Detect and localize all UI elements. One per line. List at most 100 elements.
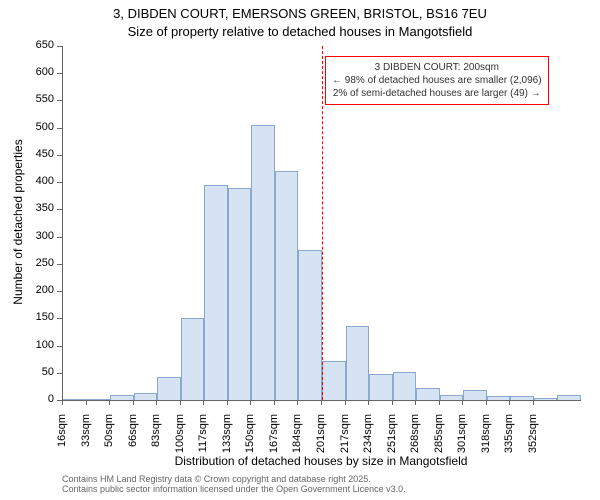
- y-tick-mark: [57, 100, 62, 101]
- x-tick-mark: [227, 400, 228, 405]
- y-tick-label: 350: [14, 202, 54, 214]
- histogram-bar: [510, 396, 534, 400]
- x-tick-label: 133sqm: [221, 414, 233, 474]
- x-tick-mark: [250, 400, 251, 405]
- chart-container: 3, DIBDEN COURT, EMERSONS GREEN, BRISTOL…: [0, 0, 600, 500]
- histogram-bar: [87, 399, 111, 400]
- x-tick-label: 33sqm: [80, 414, 92, 474]
- y-tick-label: 0: [14, 393, 54, 405]
- y-tick-mark: [57, 346, 62, 347]
- y-tick-label: 600: [14, 66, 54, 78]
- histogram-bar: [134, 393, 158, 400]
- x-tick-mark: [533, 400, 534, 405]
- annotation-line1: 3 DIBDEN COURT: 200sqm: [332, 61, 542, 74]
- x-tick-label: 335sqm: [503, 414, 515, 474]
- x-tick-mark: [180, 400, 181, 405]
- x-tick-label: 150sqm: [244, 414, 256, 474]
- reference-line: [322, 46, 323, 400]
- annotation-line2: ← 98% of detached houses are smaller (2,…: [332, 74, 542, 87]
- y-tick-label: 250: [14, 257, 54, 269]
- y-tick-mark: [57, 318, 62, 319]
- x-tick-label: 184sqm: [291, 414, 303, 474]
- x-tick-label: 352sqm: [527, 414, 539, 474]
- footer: Contains HM Land Registry data © Crown c…: [62, 474, 580, 494]
- histogram-bar: [346, 326, 370, 400]
- y-tick-label: 650: [14, 39, 54, 51]
- x-tick-label: 301sqm: [456, 414, 468, 474]
- annotation-line3: 2% of semi-detached houses are larger (4…: [332, 87, 542, 100]
- y-tick-mark: [57, 291, 62, 292]
- y-tick-label: 150: [14, 311, 54, 323]
- y-tick-mark: [57, 46, 62, 47]
- chart-title-line1: 3, DIBDEN COURT, EMERSONS GREEN, BRISTOL…: [0, 6, 600, 21]
- histogram-bar: [298, 250, 322, 400]
- x-tick-label: 251sqm: [386, 414, 398, 474]
- y-tick-mark: [57, 209, 62, 210]
- x-tick-mark: [462, 400, 463, 405]
- histogram-bar: [557, 395, 581, 400]
- y-tick-label: 100: [14, 339, 54, 351]
- x-tick-mark: [274, 400, 275, 405]
- y-tick-label: 300: [14, 230, 54, 242]
- x-tick-mark: [109, 400, 110, 405]
- footer-line2: Contains public sector information licen…: [62, 484, 580, 494]
- histogram-bar: [204, 185, 228, 400]
- y-tick-label: 450: [14, 148, 54, 160]
- x-tick-label: 50sqm: [103, 414, 115, 474]
- x-tick-label: 167sqm: [268, 414, 280, 474]
- x-tick-label: 217sqm: [339, 414, 351, 474]
- x-tick-mark: [133, 400, 134, 405]
- y-tick-mark: [57, 373, 62, 374]
- histogram-bar: [487, 396, 511, 400]
- x-tick-mark: [297, 400, 298, 405]
- y-tick-mark: [57, 182, 62, 183]
- histogram-bar: [322, 361, 346, 400]
- histogram-bar: [416, 388, 440, 400]
- x-tick-label: 117sqm: [197, 414, 209, 474]
- x-tick-mark: [509, 400, 510, 405]
- x-tick-mark: [62, 400, 63, 405]
- x-tick-label: 16sqm: [56, 414, 68, 474]
- histogram-bar: [181, 318, 205, 400]
- x-tick-label: 201sqm: [315, 414, 327, 474]
- chart-title-line2: Size of property relative to detached ho…: [0, 24, 600, 39]
- x-tick-label: 234sqm: [362, 414, 374, 474]
- y-tick-label: 200: [14, 284, 54, 296]
- x-tick-mark: [392, 400, 393, 405]
- histogram-bar: [440, 395, 464, 400]
- footer-line1: Contains HM Land Registry data © Crown c…: [62, 474, 580, 484]
- histogram-bar: [534, 398, 558, 400]
- x-tick-mark: [368, 400, 369, 405]
- y-tick-mark: [57, 73, 62, 74]
- y-tick-label: 400: [14, 175, 54, 187]
- x-tick-mark: [439, 400, 440, 405]
- x-tick-mark: [345, 400, 346, 405]
- histogram-bar: [369, 374, 393, 400]
- y-tick-mark: [57, 264, 62, 265]
- x-tick-label: 268sqm: [409, 414, 421, 474]
- y-tick-mark: [57, 155, 62, 156]
- y-tick-label: 500: [14, 121, 54, 133]
- annotation-box: 3 DIBDEN COURT: 200sqm ← 98% of detached…: [325, 56, 549, 105]
- histogram-bar: [63, 399, 87, 400]
- y-tick-mark: [57, 237, 62, 238]
- x-tick-mark: [156, 400, 157, 405]
- x-tick-mark: [203, 400, 204, 405]
- histogram-bar: [251, 125, 275, 400]
- histogram-bar: [228, 188, 252, 400]
- x-tick-label: 318sqm: [480, 414, 492, 474]
- x-tick-mark: [486, 400, 487, 405]
- histogram-bar: [463, 390, 487, 400]
- x-tick-mark: [415, 400, 416, 405]
- x-tick-mark: [86, 400, 87, 405]
- y-tick-label: 50: [14, 366, 54, 378]
- x-tick-label: 100sqm: [174, 414, 186, 474]
- x-tick-label: 83sqm: [150, 414, 162, 474]
- x-tick-label: 66sqm: [127, 414, 139, 474]
- y-tick-mark: [57, 128, 62, 129]
- x-tick-mark: [321, 400, 322, 405]
- histogram-bar: [393, 372, 417, 400]
- histogram-bar: [275, 171, 299, 400]
- y-tick-label: 550: [14, 93, 54, 105]
- x-tick-label: 285sqm: [433, 414, 445, 474]
